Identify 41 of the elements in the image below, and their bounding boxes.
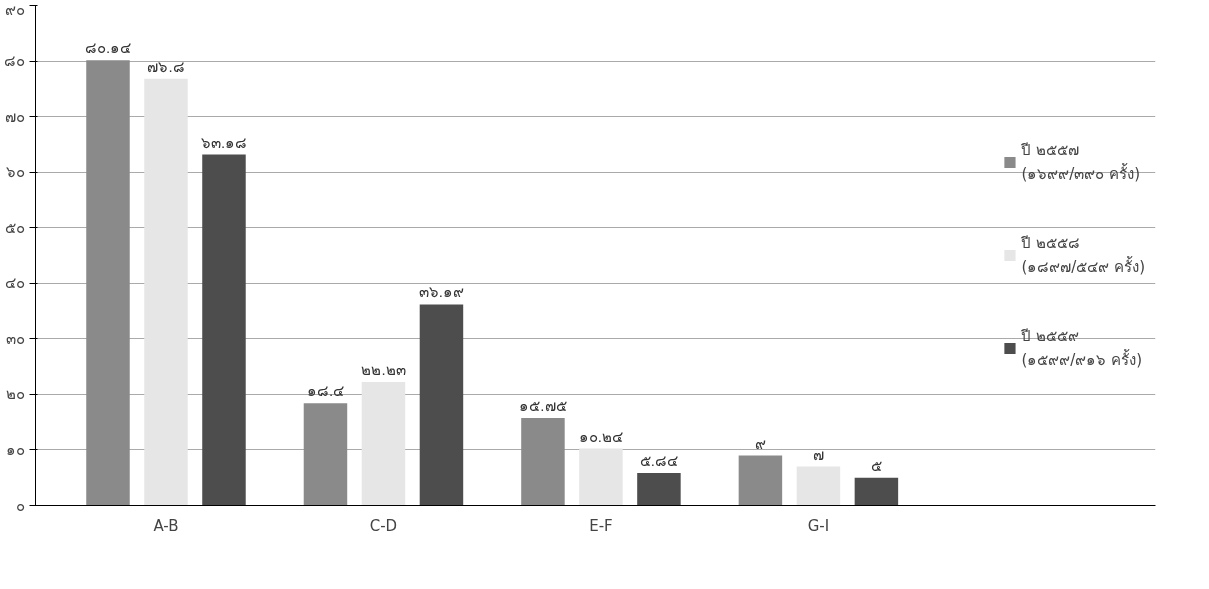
y-tick-label: ๒๐ [5, 385, 25, 404]
bar [521, 418, 565, 506]
legend-label: ปี ๒๕๕๘ (๑๘๙๗/๕๔๙ ครั้ง) [1021, 233, 1145, 278]
x-tick-label: G-I [807, 516, 830, 535]
legend-label: ปี ๒๕๕๗ (๑๖๙๙/๓๙๐ ครั้ง) [1021, 140, 1140, 185]
bar [579, 448, 623, 506]
data-label: ๗ [812, 445, 824, 463]
y-tick-label: ๑๐ [5, 440, 25, 459]
data-label: ๑๘.๔ [306, 382, 345, 400]
data-label: ๑๐.๒๔ [578, 427, 624, 445]
y-tick-label: ๖๐ [5, 163, 25, 182]
x-tick-label: C-D [369, 516, 398, 535]
y-tick-label: ๐ [15, 496, 25, 515]
bar [86, 60, 130, 506]
data-label: ๕.๘๔ [639, 452, 679, 470]
y-tick-label: ๓๐ [5, 329, 25, 348]
bar [361, 382, 406, 506]
y-tick-label: ๗๐ [4, 107, 25, 126]
y-tick-label: ๔๐ [4, 274, 25, 293]
bar [144, 78, 188, 506]
bar [202, 154, 246, 506]
data-label: ๘๐.๑๔ [84, 39, 132, 57]
y-tick-label: ๕๐ [4, 218, 25, 237]
data-label: ๖๓.๑๘ [200, 133, 248, 151]
data-label: ๓๖.๑๙ [418, 283, 465, 301]
legend-label: ปี ๒๕๕๙ (๑๕๙๙/๙๑๖ ครั้ง) [1021, 326, 1142, 371]
bar [419, 304, 464, 506]
bar [854, 477, 899, 506]
y-tick-label: ๘๐ [3, 52, 25, 71]
bar [637, 473, 681, 506]
data-label: ๗๖.๘ [147, 57, 185, 75]
x-tick-label: A-B [153, 516, 179, 535]
bar [738, 455, 783, 506]
data-label: ๙ [754, 434, 766, 452]
data-label: ๑๕.๗๕ [519, 397, 567, 414]
bar [796, 466, 841, 506]
data-label: ๒๒.๒๓ [361, 361, 406, 378]
bar [303, 403, 348, 506]
data-label: ๕ [870, 456, 882, 474]
x-tick-label: E-F [589, 516, 613, 535]
y-tick-label: ๙๐ [4, 0, 25, 19]
